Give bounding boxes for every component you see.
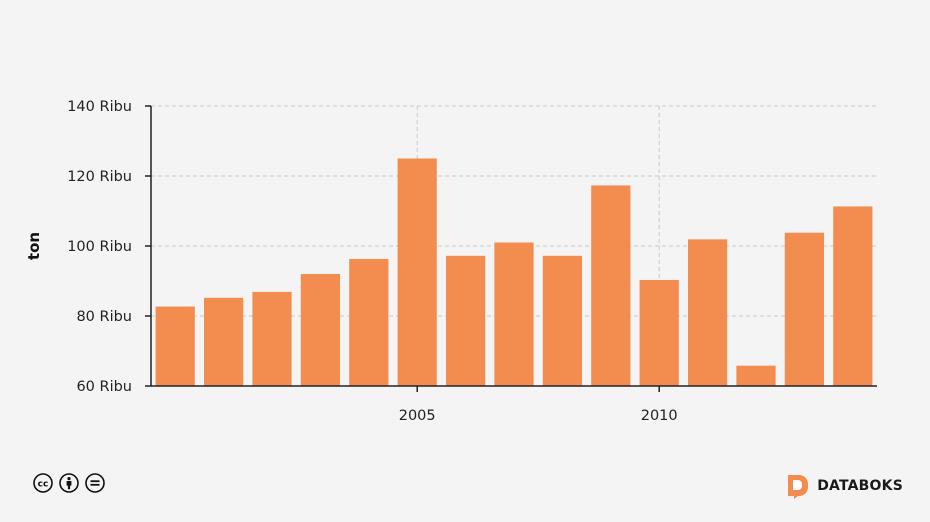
y-tick-label: 80 Ribu [76, 309, 132, 325]
y-tick-label: 60 Ribu [76, 379, 132, 395]
bars [155, 158, 873, 386]
bar-2010 [639, 279, 679, 386]
databoks-logo-icon [788, 475, 809, 499]
bar-2011 [687, 239, 728, 386]
nd-icon [85, 473, 105, 493]
bar-2002 [252, 291, 292, 386]
bar-2004 [349, 258, 389, 386]
x-tick-label: 2005 [399, 408, 436, 424]
bar-2000 [155, 306, 195, 386]
databoks-logo: DATABOKS [786, 473, 903, 499]
by-icon [59, 473, 79, 493]
bar-2006 [445, 255, 486, 386]
bar-2008 [542, 255, 583, 386]
bar-2007 [494, 242, 534, 386]
bar-2009 [591, 185, 631, 386]
license-badges: cc [33, 473, 105, 493]
bar-2013 [784, 232, 825, 386]
y-tick-label: 120 Ribu [67, 169, 132, 185]
bar-2005 [397, 158, 437, 386]
svg-text:cc: cc [38, 480, 49, 490]
x-tick-label: 2010 [641, 408, 678, 424]
bar-2003 [300, 274, 341, 386]
y-tick-label: 140 Ribu [67, 99, 132, 115]
bar-2014 [833, 206, 873, 386]
axes: 60 Ribu 80 Ribu 100 Ribu 120 Ribu 140 Ribu 20… [67, 99, 877, 424]
brand-name: DATABOKS [817, 478, 903, 494]
bar-2012 [736, 365, 776, 386]
y-tick-label: 100 Ribu [67, 239, 132, 255]
cc-icon: cc [33, 473, 53, 493]
bar-2001 [203, 297, 244, 386]
y-axis-title: ton [25, 232, 43, 260]
